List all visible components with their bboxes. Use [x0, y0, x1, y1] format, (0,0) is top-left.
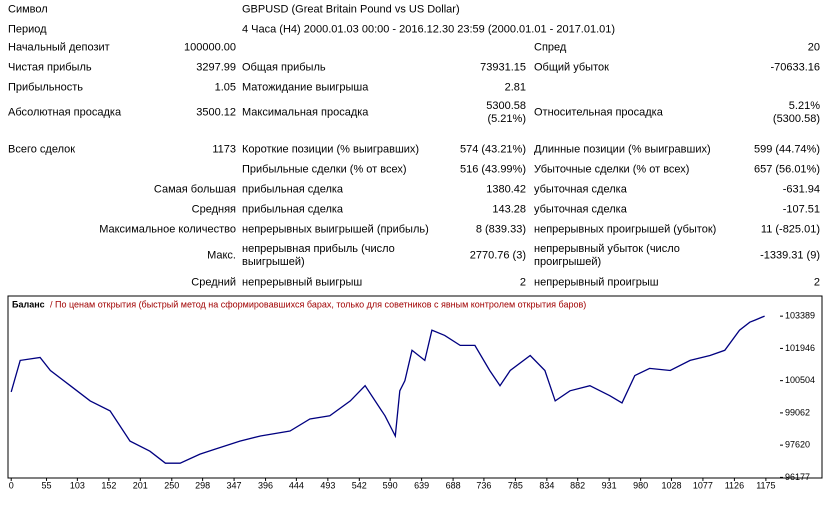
chart-frame [7, 295, 823, 479]
cell-value: 599 (44.74%) [753, 143, 820, 156]
cell-value: 5.21% (5300.58) [772, 100, 820, 125]
cell-label: Общая прибыль [242, 61, 326, 74]
x-tick-label: 250 [164, 480, 179, 490]
cell-value: 1173 [212, 143, 236, 156]
x-tick-label: 1028 [661, 480, 681, 490]
cell-label: непрерывный убыток (число проигрышей) [534, 243, 680, 268]
x-tick-label: 639 [414, 480, 429, 490]
cell-label: непрерывный выигрыш [242, 276, 363, 289]
balance-line [10, 315, 765, 464]
x-tick-label: 396 [258, 480, 273, 490]
x-tick-label: 590 [383, 480, 398, 490]
cell-value: 1.05 [214, 81, 236, 94]
cell-value: 143.28 [492, 203, 526, 216]
x-tick-label: 980 [633, 480, 648, 490]
cell-value: -631.94 [782, 183, 820, 196]
cell-label: Спред [534, 41, 567, 54]
cell-label: убыточная сделка [534, 203, 627, 216]
y-tick-label: 100504 [785, 375, 815, 385]
cell-label: Матожидание выигрыша [242, 81, 369, 94]
x-tick-label: 882 [570, 480, 585, 490]
cell-value: 3297.99 [196, 61, 236, 74]
cell-label: непрерывных проигрышей (убыток) [534, 223, 717, 236]
cell-label: Абсолютная просадка [8, 106, 122, 119]
cell-value: 11 (-825.01) [760, 223, 820, 236]
cell-value: 1380.42 [486, 183, 526, 196]
cell-label: Чистая прибыль [8, 61, 92, 74]
cell-label: Короткие позиции (% выигравших) [242, 143, 420, 156]
cell-value: -107.51 [782, 203, 820, 216]
x-tick-label: 542 [352, 480, 367, 490]
cell-label: Убыточные сделки (% от всех) [534, 163, 690, 176]
cell-label: Макс. [207, 249, 236, 262]
cell-label: прибыльная сделка [242, 183, 344, 196]
cell-value: 20 [807, 41, 820, 54]
x-tick-label: 736 [476, 480, 491, 490]
chart-annotation: / По ценам открытия (быстрый метод на сф… [50, 299, 586, 309]
symbol-label: Символ [8, 3, 48, 16]
x-tick-label: 201 [133, 480, 148, 490]
x-tick-label: 298 [195, 480, 210, 490]
cell-label: Прибыльные сделки (% от всех) [242, 163, 407, 176]
y-tick-label: 99062 [785, 407, 810, 417]
x-tick-label: 785 [508, 480, 523, 490]
cell-value: 2 [519, 276, 526, 289]
cell-label: Прибыльность [8, 81, 83, 94]
cell-value: 73931.15 [480, 61, 526, 74]
x-tick-label: 0 [9, 480, 14, 490]
cell-label: непрерывная прибыль (число выигрышей) [242, 243, 395, 268]
cell-value: 657 (56.01%) [753, 163, 820, 176]
cell-value: -70633.16 [770, 61, 820, 74]
period: 4 Часа (H4) 2000.01.03 00:00 - 2016.12.3… [242, 23, 616, 36]
x-tick-label: 688 [446, 480, 461, 490]
cell-label: убыточная сделка [534, 183, 627, 196]
cell-value: 3500.12 [196, 106, 236, 119]
cell-value: 100000.00 [184, 41, 236, 54]
cell-label: прибыльная сделка [242, 203, 344, 216]
x-tick-label: 1126 [725, 480, 744, 490]
x-tick-label: 834 [539, 480, 554, 490]
symbol: GBPUSD (Great Britain Pound vs US Dollar… [242, 3, 460, 16]
cell-label: Начальный депозит [8, 41, 110, 54]
legend-label: Баланс [12, 299, 45, 309]
x-tick-label: 493 [320, 480, 335, 490]
cell-label: Относительная просадка [534, 106, 663, 119]
cell-label: Максимальная просадка [242, 106, 369, 119]
cell-label: Общий убыток [534, 61, 609, 74]
y-tick-label: 97620 [785, 440, 810, 450]
cell-label: Средний [191, 276, 236, 289]
cell-value: -1339.31 (9) [760, 249, 820, 262]
cell-value: 2.81 [504, 81, 526, 94]
cell-label: Всего сделок [8, 143, 76, 156]
x-tick-label: 103 [70, 480, 85, 490]
cell-label: Самая большая [153, 183, 236, 196]
x-tick-label: 931 [602, 480, 617, 490]
y-tick-label: 101946 [785, 343, 815, 353]
x-tick-label: 1077 [693, 480, 713, 490]
cell-label: Средняя [191, 203, 236, 216]
cell-label: Длинные позиции (% выигравших) [534, 143, 711, 156]
cell-value: 2770.76 (3) [469, 249, 526, 262]
cell-label: Максимальное количество [99, 223, 236, 236]
cell-value: 5300.58 (5.21%) [486, 100, 526, 125]
cell-value: 2 [813, 276, 820, 289]
x-tick-label: 347 [227, 480, 242, 490]
cell-value: 574 (43.21%) [459, 143, 526, 156]
cell-value: 516 (43.99%) [459, 163, 526, 176]
x-tick-label: 55 [42, 480, 52, 490]
x-tick-label: 1175 [756, 480, 775, 490]
x-tick-label: 152 [101, 480, 116, 490]
x-tick-label: 444 [289, 480, 304, 490]
period-label: Период [8, 23, 47, 36]
cell-value: 8 (839.33) [475, 223, 526, 236]
cell-label: непрерывный проигрыш [534, 276, 659, 289]
y-tick-label: 103389 [785, 311, 815, 321]
cell-label: непрерывных выигрышей (прибыль) [242, 223, 429, 236]
y-tick-label: 96177 [785, 472, 810, 482]
